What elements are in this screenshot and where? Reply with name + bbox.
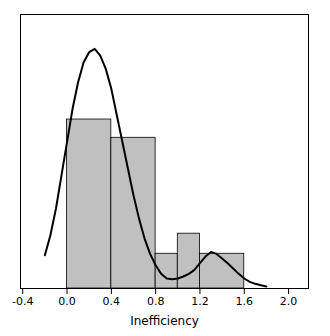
svg-text:Inefficiency: Inefficiency [130, 314, 199, 328]
svg-text:0.8: 0.8 [147, 295, 165, 308]
svg-text:1.6: 1.6 [236, 295, 254, 308]
svg-text:0.0: 0.0 [58, 295, 76, 308]
svg-text:0.4: 0.4 [103, 295, 121, 308]
svg-text:1.2: 1.2 [191, 295, 209, 308]
svg-text:-0.4: -0.4 [12, 295, 33, 308]
svg-text:2.0: 2.0 [280, 295, 298, 308]
